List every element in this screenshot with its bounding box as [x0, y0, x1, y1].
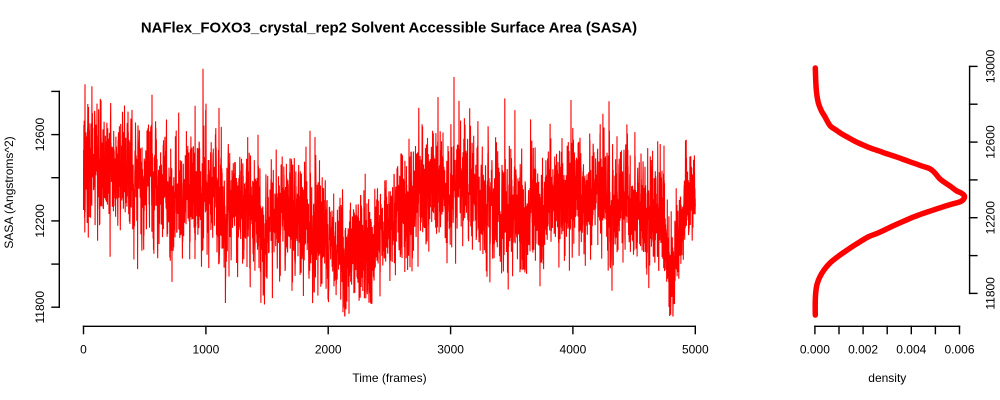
svg-text:12200: 12200 — [984, 201, 998, 235]
svg-text:0.002: 0.002 — [848, 343, 878, 357]
svg-text:2000: 2000 — [315, 343, 342, 357]
svg-text:4000: 4000 — [560, 343, 587, 357]
svg-text:12600: 12600 — [33, 118, 47, 152]
svg-text:0: 0 — [80, 343, 87, 357]
svg-text:13000: 13000 — [984, 49, 998, 83]
svg-text:11800: 11800 — [984, 277, 998, 310]
svg-text:SASA (Angstroms^2): SASA (Angstroms^2) — [2, 136, 16, 248]
svg-text:3000: 3000 — [437, 343, 464, 357]
svg-text:5000: 5000 — [682, 343, 709, 357]
svg-text:density: density — [868, 371, 906, 385]
svg-text:0.006: 0.006 — [944, 343, 974, 357]
svg-text:12200: 12200 — [33, 204, 47, 238]
svg-text:0.004: 0.004 — [896, 343, 926, 357]
svg-text:Time (frames): Time (frames) — [352, 371, 426, 385]
svg-text:11800: 11800 — [33, 291, 47, 324]
svg-text:12600: 12600 — [984, 125, 998, 159]
svg-text:1000: 1000 — [193, 343, 220, 357]
svg-text:NAFlex_FOXO3_crystal_rep2 Solv: NAFlex_FOXO3_crystal_rep2 Solvent Access… — [141, 21, 637, 37]
svg-text:0.000: 0.000 — [800, 343, 830, 357]
